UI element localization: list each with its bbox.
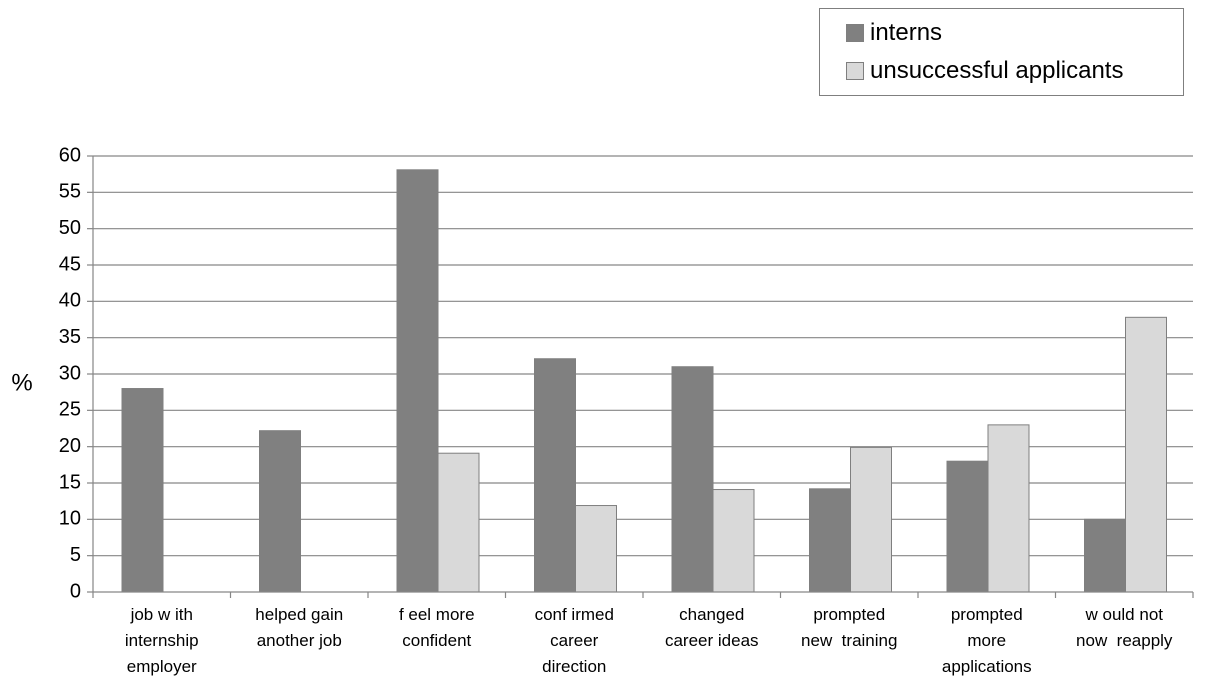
axes [87,155,1194,598]
bar-unsuccessful-applicants [437,452,480,593]
x-tick-label: changed [679,605,744,624]
x-tick-label: internship [125,631,199,650]
x-tick-label: job w ith [130,605,193,624]
bar-interns [534,358,576,593]
y-tick-label: 5 [70,544,81,566]
bar-unsuccessful-applicants [575,505,617,593]
legend-item-interns: interns [846,15,942,51]
y-tick-label: 60 [59,144,81,166]
y-tick-label: 30 [59,362,81,384]
legend-item-unsuccessful-applicants: unsuccessful applicants [846,53,1123,89]
x-tick-label: conf irmed [535,605,614,624]
x-tick-label: prompted [813,605,885,624]
bar-interns [259,430,301,593]
x-tick-label: more [967,631,1006,650]
x-tick-label: f eel more [399,605,475,624]
bar-unsuccessful-applicants [987,424,1030,593]
y-tick-label: 45 [59,253,81,275]
bar-interns [809,488,851,593]
y-axis-label: % [11,369,32,396]
bar-interns [396,169,439,593]
bar-interns [946,460,989,593]
bar-unsuccessful-applicants [1125,316,1167,593]
x-tick-label: career ideas [665,631,759,650]
x-tick-label: career [550,631,599,650]
y-tick-label: 0 [70,580,81,602]
y-tick-label: 35 [59,326,81,348]
x-tick-label: w ould not [1085,605,1164,624]
x-tick-label: prompted [951,605,1023,624]
tick-labels: 0 5 10 15 20 25 30 35 40 45 50 55 60 job w ith interns… [59,144,1173,676]
bars [121,169,1167,593]
y-tick-label: 20 [59,435,81,457]
bar-unsuccessful-applicants [850,446,892,593]
y-tick-label: 50 [59,217,81,239]
bar-interns [671,366,714,593]
y-tick-label: 25 [59,399,81,421]
legend: interns unsuccessful applicants [819,8,1184,96]
x-tick-label: applications [942,657,1032,676]
legend-swatch-interns [846,24,864,42]
y-tick-label: 40 [59,290,81,312]
legend-label-unsuccessful-applicants: unsuccessful applicants [870,57,1124,84]
x-tick-label: employer [127,657,197,676]
bar-interns [1084,518,1126,593]
bar-interns [121,388,164,593]
legend-swatch-unsuccessful-applicants [846,62,864,80]
x-tick-label: now reapply [1076,631,1173,650]
y-tick-label: 55 [59,181,81,203]
x-tick-label: helped gain [255,605,343,624]
x-tick-label: direction [542,657,606,676]
x-tick-label: new training [801,631,897,650]
x-tick-label: another job [257,631,342,650]
legend-label-interns: interns [870,19,943,46]
y-tick-label: 10 [59,508,81,530]
x-tick-label: confident [402,631,471,650]
y-tick-label: 15 [59,471,81,493]
bar-unsuccessful-applicants [712,489,755,593]
